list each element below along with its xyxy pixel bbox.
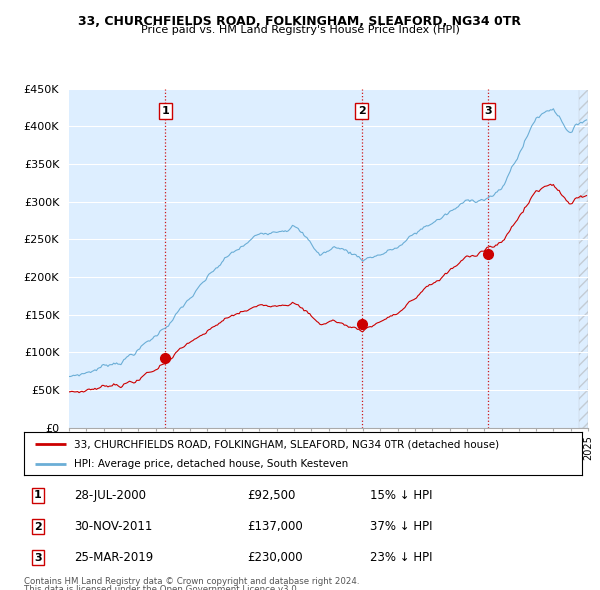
Text: 33, CHURCHFIELDS ROAD, FOLKINGHAM, SLEAFORD, NG34 0TR: 33, CHURCHFIELDS ROAD, FOLKINGHAM, SLEAF…	[79, 15, 521, 28]
Text: This data is licensed under the Open Government Licence v3.0.: This data is licensed under the Open Gov…	[24, 585, 299, 590]
Text: 15% ↓ HPI: 15% ↓ HPI	[370, 489, 433, 502]
Text: £230,000: £230,000	[247, 551, 303, 564]
Text: £137,000: £137,000	[247, 520, 303, 533]
Text: HPI: Average price, detached house, South Kesteven: HPI: Average price, detached house, Sout…	[74, 460, 349, 469]
Text: Contains HM Land Registry data © Crown copyright and database right 2024.: Contains HM Land Registry data © Crown c…	[24, 577, 359, 586]
Text: Price paid vs. HM Land Registry's House Price Index (HPI): Price paid vs. HM Land Registry's House …	[140, 25, 460, 35]
Text: 33, CHURCHFIELDS ROAD, FOLKINGHAM, SLEAFORD, NG34 0TR (detached house): 33, CHURCHFIELDS ROAD, FOLKINGHAM, SLEAF…	[74, 440, 499, 450]
Text: 28-JUL-2000: 28-JUL-2000	[74, 489, 146, 502]
Text: 3: 3	[34, 553, 42, 563]
Text: 1: 1	[161, 106, 169, 116]
Text: 2: 2	[358, 106, 365, 116]
Text: £92,500: £92,500	[247, 489, 296, 502]
Text: 23% ↓ HPI: 23% ↓ HPI	[370, 551, 433, 564]
Text: 30-NOV-2011: 30-NOV-2011	[74, 520, 152, 533]
Text: 3: 3	[484, 106, 492, 116]
Text: 37% ↓ HPI: 37% ↓ HPI	[370, 520, 433, 533]
Text: 1: 1	[34, 490, 42, 500]
Text: 25-MAR-2019: 25-MAR-2019	[74, 551, 154, 564]
Text: 2: 2	[34, 522, 42, 532]
